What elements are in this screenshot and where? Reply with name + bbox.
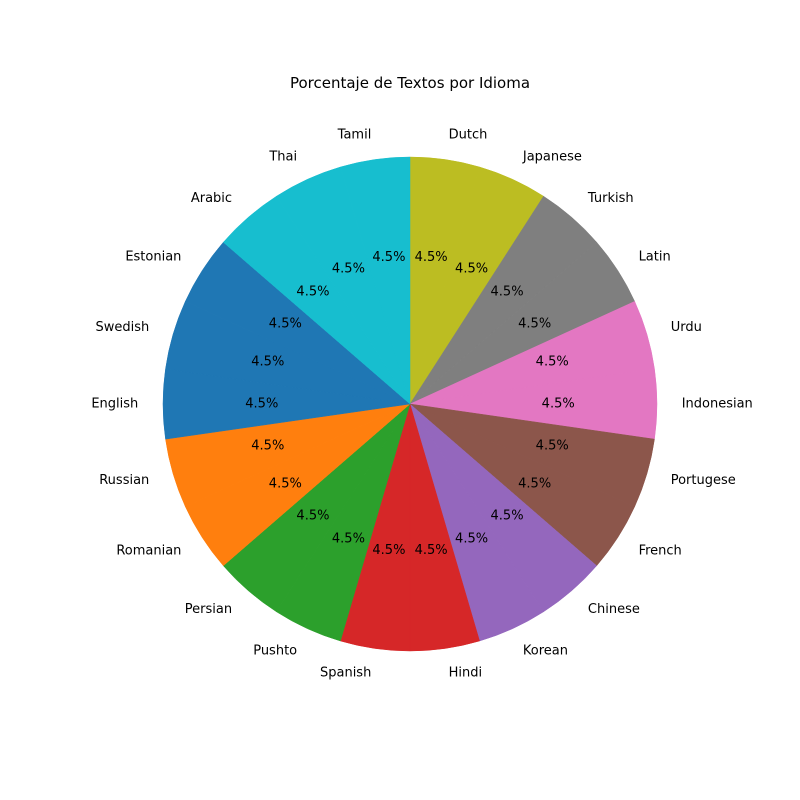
percent-label: 4.5% (536, 355, 569, 370)
percent-label: 4.5% (269, 477, 302, 492)
slice-label: Dutch (449, 128, 488, 143)
slice-label: Thai (268, 149, 297, 164)
percent-label: 4.5% (332, 262, 365, 277)
slice-label: Russian (99, 473, 149, 488)
percent-label: 4.5% (455, 531, 488, 546)
percent-label: 4.5% (251, 355, 284, 370)
percent-label: 4.5% (251, 438, 284, 453)
percent-label: 4.5% (518, 316, 551, 331)
slice-label: Turkish (587, 191, 634, 206)
slice-label: Chinese (588, 602, 640, 617)
slice-label: Indonesian (682, 397, 753, 412)
percent-label: 4.5% (491, 509, 524, 524)
percent-label: 4.5% (415, 543, 448, 558)
slice-labels: Dutch Japanese Turkish Latin Urdu Indonesian P… (91, 128, 752, 681)
chart-title: Porcentaje de Textos por Idioma (290, 74, 530, 92)
percent-label: 4.5% (332, 531, 365, 546)
percent-label: 4.5% (491, 284, 524, 299)
pie-slice-tamil (340, 156, 411, 405)
slice-label: Spanish (320, 665, 371, 680)
percent-label: 4.5% (296, 509, 329, 524)
slice-label: Arabic (191, 191, 232, 206)
percent-label: 4.5% (245, 397, 278, 412)
percent-label: 4.5% (372, 543, 405, 558)
percent-label: 4.5% (455, 262, 488, 277)
slice-label: French (639, 543, 682, 558)
pie-slices (162, 156, 658, 652)
percent-label: 4.5% (415, 250, 448, 265)
slice-label: Tamil (337, 128, 372, 143)
slice-label: Romanian (116, 543, 181, 558)
slice-label: Estonian (125, 250, 181, 265)
percent-label: 4.5% (269, 316, 302, 331)
slice-label: Japanese (522, 149, 582, 164)
slice-label: Pushto (253, 644, 297, 659)
slice-label: Urdu (671, 320, 702, 335)
slice-label: Portugese (671, 473, 736, 488)
slice-label: Persian (185, 602, 232, 617)
slice-label: Korean (523, 644, 568, 659)
slice-label: Swedish (96, 320, 150, 335)
percent-label: 4.5% (536, 438, 569, 453)
slice-label: English (91, 397, 138, 412)
percent-label: 4.5% (296, 284, 329, 299)
percent-label: 4.5% (518, 477, 551, 492)
slice-label: Latin (639, 250, 671, 265)
slice-label: Hindi (449, 665, 483, 680)
percent-labels: 4.5%4.5%4.5%4.5%4.5%4.5%4.5%4.5%4.5%4.5%… (245, 250, 574, 558)
percent-label: 4.5% (372, 250, 405, 265)
percent-label: 4.5% (542, 397, 575, 412)
